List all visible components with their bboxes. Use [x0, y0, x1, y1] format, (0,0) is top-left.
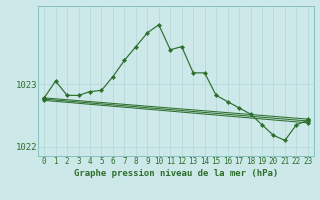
X-axis label: Graphe pression niveau de la mer (hPa): Graphe pression niveau de la mer (hPa)	[74, 169, 278, 178]
